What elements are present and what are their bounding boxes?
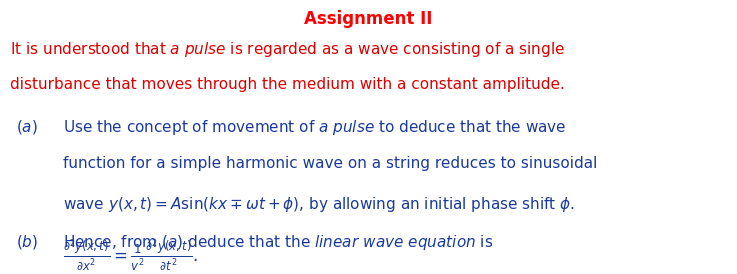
Text: $(b)$: $(b)$	[16, 233, 38, 252]
Text: function for a simple harmonic wave on a string reduces to sinusoidal: function for a simple harmonic wave on a…	[63, 156, 597, 171]
Text: Assignment II: Assignment II	[304, 10, 433, 28]
Text: $\frac{\partial^2 y(x,t)}{\partial x^2} = \frac{1}{v^2} \frac{\partial^2 y(x,t)}: $\frac{\partial^2 y(x,t)}{\partial x^2} …	[63, 238, 198, 273]
Text: disturbance that moves through the medium with a constant amplitude.: disturbance that moves through the mediu…	[10, 77, 565, 92]
Text: It is understood that $a$ $\mathit{pulse}$ is regarded as a wave consisting of a: It is understood that $a$ $\mathit{pulse…	[10, 40, 565, 59]
Text: $(a)$: $(a)$	[16, 118, 38, 136]
Text: Use the concept of movement of $a$ $\mathit{pulse}$ to deduce that the wave: Use the concept of movement of $a$ $\mat…	[63, 118, 566, 137]
Text: Hence, from $(a)$ deduce that the $\mathit{linear\ wave\ equation}$ is: Hence, from $(a)$ deduce that the $\math…	[63, 233, 493, 252]
Text: wave $y(x, t) = A\sin(kx \mp \omega t + \phi)$, by allowing an initial phase shi: wave $y(x, t) = A\sin(kx \mp \omega t + …	[63, 195, 575, 213]
